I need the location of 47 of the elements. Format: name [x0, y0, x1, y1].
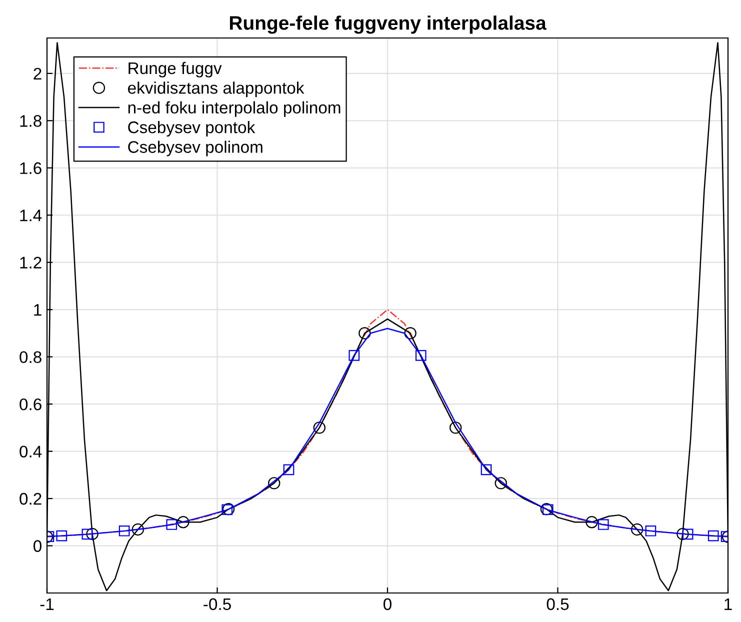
y-tick-label: 1 — [34, 304, 42, 316]
chart-title: Runge-fele fuggveny interpolalasa — [230, 16, 546, 34]
point — [177, 516, 190, 528]
legend-label: n-ed foku interpolalo polinom — [128, 101, 340, 117]
point — [132, 523, 144, 536]
point — [82, 528, 93, 540]
point — [313, 422, 326, 434]
point — [348, 350, 360, 361]
y-tick-label: 1.4 — [20, 210, 42, 222]
point — [86, 528, 98, 540]
y-tick-label: 0.2 — [20, 492, 42, 505]
point — [494, 477, 507, 490]
point — [404, 327, 416, 340]
x-tick-label: 1 — [724, 598, 732, 610]
y-tick-label: 2 — [34, 68, 42, 80]
point — [480, 464, 492, 476]
point — [598, 519, 609, 530]
line-series — [47, 42, 728, 592]
x-tick-label: 0 — [384, 598, 392, 610]
y-tick-label: 1.6 — [20, 162, 42, 174]
legend-label: Runge fuggv — [128, 62, 222, 78]
point — [630, 523, 644, 536]
x-tick-label: -0.5 — [204, 598, 231, 610]
point — [56, 530, 68, 542]
point — [166, 519, 178, 530]
y-tick-label: 0.4 — [20, 446, 42, 458]
point — [708, 530, 719, 542]
point — [283, 464, 294, 476]
y-tick-label: 0.6 — [20, 398, 42, 410]
legend-label: Csebysev polinom — [128, 140, 262, 156]
point — [358, 327, 371, 340]
point — [682, 528, 694, 540]
point — [586, 516, 598, 528]
y-tick-label: 1.8 — [20, 115, 42, 127]
point — [118, 525, 130, 536]
point — [268, 477, 280, 490]
legend-label: ekvidisztans alappontok — [128, 82, 304, 98]
x-tick-label: -1 — [40, 598, 54, 610]
y-tick-label: 1.2 — [20, 256, 42, 268]
point — [449, 422, 462, 434]
point — [415, 350, 426, 361]
x-tick-label: 0.5 — [546, 598, 569, 610]
y-tick-label: 0.8 — [20, 351, 42, 364]
point — [645, 525, 656, 536]
y-tick-label: 0 — [34, 540, 42, 552]
point — [676, 528, 689, 540]
legend-label: Csebysev pontok — [128, 120, 256, 137]
